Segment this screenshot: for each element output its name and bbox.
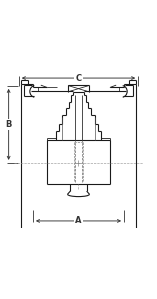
- Text: A: A: [75, 216, 82, 225]
- Text: C: C: [75, 74, 82, 83]
- Text: B: B: [5, 120, 12, 129]
